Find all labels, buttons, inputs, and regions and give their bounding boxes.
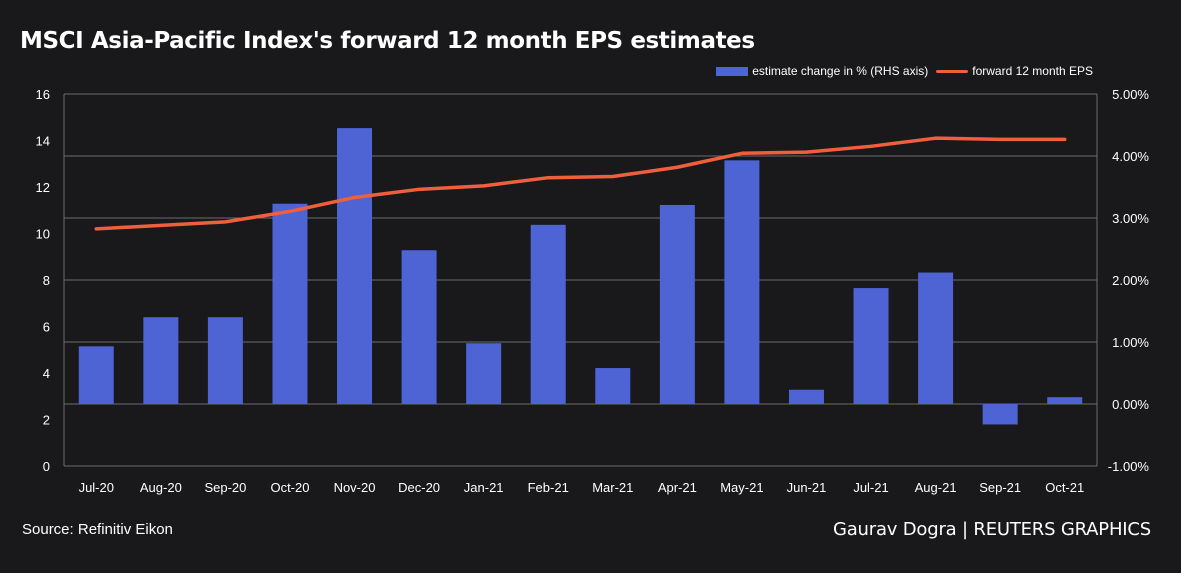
left-tick-label: 14 (36, 134, 50, 149)
legend: estimate change in % (RHS axis) forward … (716, 64, 1093, 78)
right-tick-label: 4.00% (1112, 149, 1149, 164)
axes (63, 94, 1098, 467)
bar-May-21 (724, 160, 760, 404)
bar-Oct-20 (272, 203, 308, 404)
bar-Sep-20 (207, 317, 243, 404)
bar-Jun-21 (788, 389, 824, 404)
bar-Jul-20 (78, 346, 114, 404)
left-tick-label: 0 (43, 459, 50, 474)
x-tick-label: Jun-21 (787, 480, 827, 495)
x-tick-label: Aug-20 (140, 480, 182, 495)
x-tick-label: Jan-21 (464, 480, 504, 495)
legend-swatch-bar (716, 66, 749, 76)
x-tick-label: Jul-21 (853, 480, 888, 495)
left-tick-label: 12 (36, 180, 50, 195)
x-tick-label: Jul-20 (79, 480, 114, 495)
x-tick-label: May-21 (720, 480, 763, 495)
bar-Sep-21 (982, 404, 1018, 425)
right-tick-label: 0.00% (1112, 397, 1149, 412)
x-tick-label: Sep-20 (204, 480, 246, 495)
tick-labels: 0 2 4 6 8 10 12 14 16 -1.00% 0.00% 1.00% 2.00% 3.00% 4… (36, 87, 1150, 495)
x-tick-label: Dec-20 (398, 480, 440, 495)
left-tick-label: 4 (43, 366, 50, 381)
legend-item-estimate-change: estimate change in % (RHS axis) (716, 64, 928, 78)
left-tick-label: 2 (43, 413, 50, 428)
x-tick-label: Sep-21 (979, 480, 1021, 495)
x-tick-label: Apr-21 (658, 480, 697, 495)
eps-line (94, 136, 1067, 231)
bar-Oct-21 (1047, 397, 1083, 404)
bar-Nov-20 (337, 128, 373, 404)
left-tick-label: 10 (36, 227, 50, 242)
x-tick-label: Nov-20 (334, 480, 376, 495)
bar-Dec-20 (401, 250, 437, 404)
x-tick-label: Oct-20 (270, 480, 309, 495)
x-tick-label: Oct-21 (1045, 480, 1084, 495)
bar-Aug-20 (143, 317, 179, 404)
left-tick-label: 6 (43, 320, 50, 335)
x-tick-label: Aug-21 (915, 480, 957, 495)
bars (78, 128, 1083, 425)
x-tick-label: Feb-21 (528, 480, 569, 495)
x-tick-label: Mar-21 (592, 480, 633, 495)
legend-label-estimate-change: estimate change in % (RHS axis) (752, 64, 929, 78)
left-tick-label: 16 (36, 87, 50, 102)
legend-item-eps: forward 12 month EPS (936, 64, 1093, 78)
bar-Aug-21 (918, 272, 954, 404)
left-tick-label: 8 (43, 273, 50, 288)
source-note: Source: Refinitiv Eikon (22, 521, 173, 538)
bar-Mar-21 (595, 368, 631, 404)
right-tick-label: 3.00% (1112, 211, 1149, 226)
bar-Apr-21 (659, 204, 695, 404)
legend-label-eps: forward 12 month EPS (972, 64, 1093, 78)
bar-Jul-21 (853, 288, 889, 404)
right-tick-label: 5.00% (1112, 87, 1149, 102)
bar-Feb-21 (530, 224, 566, 404)
chart-title: MSCI Asia-Pacific Index's forward 12 mon… (20, 28, 755, 54)
right-tick-label: -1.00% (1108, 459, 1150, 474)
legend-swatch-line (936, 69, 969, 73)
right-tick-label: 1.00% (1112, 335, 1149, 350)
eps-line-layer (94, 136, 1067, 231)
right-tick-label: 2.00% (1112, 273, 1149, 288)
credit-line: Gaurav Dogra | REUTERS GRAPHICS (832, 519, 1151, 540)
bar-Jan-21 (466, 343, 502, 404)
